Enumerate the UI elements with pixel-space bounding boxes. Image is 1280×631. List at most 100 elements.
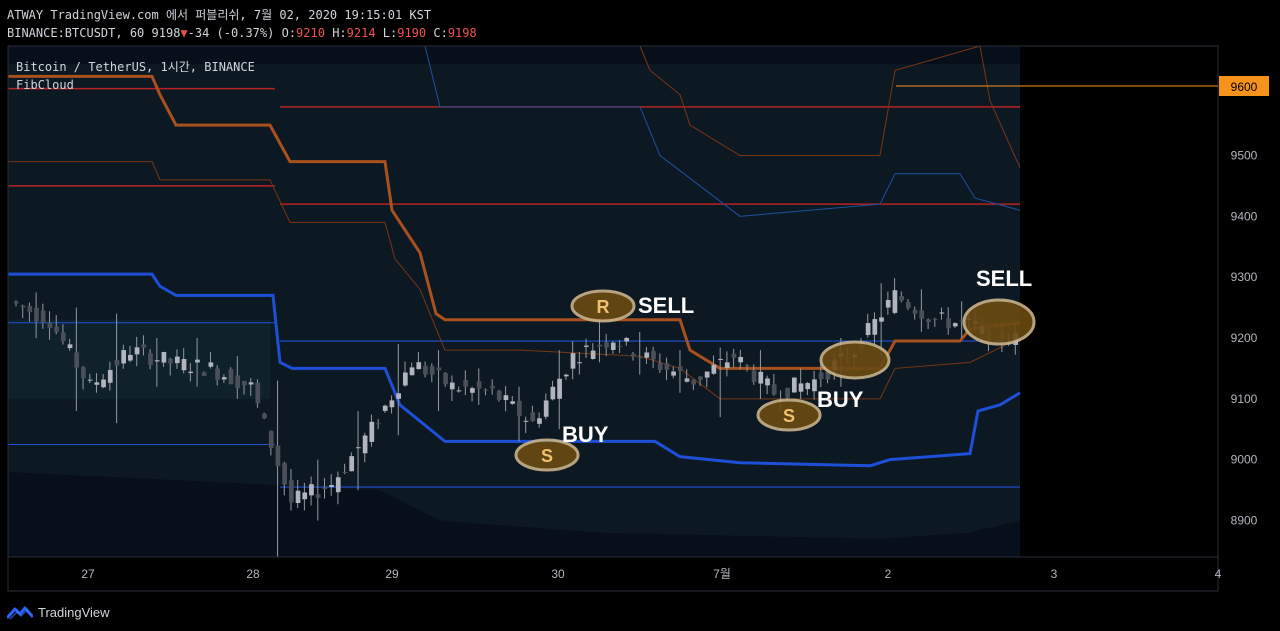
fib-thin-orange bbox=[8, 161, 1021, 400]
candle-body bbox=[396, 393, 401, 399]
candle-body bbox=[335, 477, 341, 493]
candle-body bbox=[376, 423, 381, 425]
candle-body bbox=[309, 484, 314, 496]
candle-body bbox=[724, 362, 730, 368]
candle-body bbox=[644, 352, 650, 358]
publish-info: ATWAY TradingView.com 에서 퍼블리쉬, 7월 02, 20… bbox=[7, 8, 432, 22]
candle-body bbox=[872, 319, 878, 335]
candle-body bbox=[94, 382, 100, 385]
price-change: -34 (-0.37%) bbox=[187, 26, 275, 40]
candle-body bbox=[563, 374, 569, 377]
y-tick-label: 8900 bbox=[1231, 514, 1258, 528]
candle-body bbox=[530, 412, 536, 422]
legend-indicator[interactable]: FibCloud bbox=[16, 78, 74, 92]
annotation-buy-1 bbox=[514, 438, 580, 472]
candle-body bbox=[738, 356, 744, 363]
ohlc-line: BINANCE:BTCUSDT, 60 9198▼-34 (-0.37%) O:… bbox=[7, 26, 477, 40]
candle-body bbox=[215, 368, 220, 380]
candle-body bbox=[282, 463, 287, 485]
symbol: BINANCE:BTCUSDT, 60 bbox=[7, 26, 145, 40]
candle-body bbox=[604, 342, 609, 348]
y-tick-label: 9400 bbox=[1231, 209, 1258, 223]
candle-body bbox=[825, 371, 831, 380]
candle-body bbox=[362, 435, 368, 454]
candle-body bbox=[664, 363, 670, 370]
fib-thin-blue bbox=[424, 45, 1021, 217]
price-tag bbox=[1219, 76, 1269, 96]
y-tick-label: 9200 bbox=[1231, 331, 1258, 345]
candle-body bbox=[201, 372, 207, 376]
candle-body bbox=[463, 380, 469, 387]
x-tick-label: 29 bbox=[385, 567, 399, 581]
candle-body bbox=[322, 487, 328, 490]
candle-body bbox=[168, 358, 173, 364]
candle-body bbox=[134, 347, 140, 355]
x-tick-label: 4 bbox=[1215, 567, 1222, 581]
candle-body bbox=[470, 388, 475, 393]
candle-body bbox=[517, 400, 522, 416]
fib-thin-orange-top bbox=[639, 45, 1021, 168]
candle-body bbox=[905, 302, 911, 309]
indicator-lines bbox=[8, 45, 1021, 488]
candle-body bbox=[879, 317, 884, 322]
candle-body bbox=[174, 356, 180, 364]
candle-body bbox=[771, 384, 777, 395]
tradingview-logo[interactable]: TradingView bbox=[7, 604, 110, 620]
candle-body bbox=[503, 395, 509, 401]
annotation-buy-1-letter: S bbox=[541, 446, 553, 466]
candle-body bbox=[121, 350, 127, 364]
candle-body bbox=[483, 389, 489, 391]
candle-body bbox=[87, 379, 93, 381]
time-axis[interactable]: 27 28 29 30 7월 2 3 4 bbox=[81, 567, 1221, 581]
candle-body bbox=[402, 372, 408, 386]
annotation-sell-2 bbox=[962, 298, 1036, 346]
candle-body bbox=[791, 377, 797, 393]
annotation-sell-1 bbox=[570, 289, 636, 323]
candle-body bbox=[691, 379, 697, 385]
x-tick-label: 27 bbox=[81, 567, 95, 581]
x-tick-label: 28 bbox=[246, 567, 260, 581]
legend-symbol-title[interactable]: Bitcoin / TetherUS, 1시간, BINANCE bbox=[16, 60, 255, 74]
candle-body bbox=[919, 310, 925, 319]
x-tick-label: 30 bbox=[551, 567, 565, 581]
candle-body bbox=[818, 372, 824, 380]
candle-body bbox=[456, 390, 462, 392]
candle-body bbox=[128, 354, 133, 361]
candle-body bbox=[221, 377, 227, 380]
high-value: 9214 bbox=[346, 26, 376, 40]
annotation-buy-2-letter: S bbox=[783, 406, 795, 426]
open-value: 9210 bbox=[296, 26, 325, 40]
candle-body bbox=[510, 401, 515, 404]
candle-body bbox=[805, 383, 811, 390]
publish-header: ATWAY TradingView.com 에서 퍼블리쉬, 7월 02, 20… bbox=[0, 0, 1280, 44]
y-tick-label: 9100 bbox=[1231, 392, 1258, 406]
candle-body bbox=[436, 367, 442, 371]
candle-body bbox=[356, 447, 361, 449]
candle-body bbox=[382, 405, 388, 411]
fib-blue-line bbox=[8, 272, 1021, 468]
candle-body bbox=[731, 353, 737, 358]
tradingview-logo-icon bbox=[7, 606, 33, 620]
annotation-sell-1-label: SELL bbox=[638, 293, 694, 318]
candle-body bbox=[798, 383, 804, 392]
candle-body bbox=[255, 382, 261, 404]
candle-body bbox=[208, 362, 214, 367]
cloud-area bbox=[8, 64, 1020, 539]
candle-body bbox=[577, 362, 583, 364]
candle-body bbox=[892, 290, 898, 313]
candle-body bbox=[161, 351, 167, 363]
candle-body bbox=[711, 364, 717, 374]
candle-body bbox=[959, 320, 965, 322]
low-value: 9190 bbox=[397, 26, 427, 40]
candle-body bbox=[496, 390, 502, 400]
candle-body bbox=[812, 379, 817, 392]
candle-body bbox=[315, 494, 321, 498]
down-arrow-icon: ▼ bbox=[180, 26, 188, 40]
candle-body bbox=[751, 370, 757, 382]
candle-body bbox=[657, 362, 663, 370]
price-axis[interactable]: 8900 9000 9100 9200 9300 9400 9500 bbox=[1231, 149, 1258, 528]
candle-body bbox=[262, 413, 267, 419]
candle-body bbox=[60, 332, 66, 342]
candle-body bbox=[288, 480, 294, 503]
